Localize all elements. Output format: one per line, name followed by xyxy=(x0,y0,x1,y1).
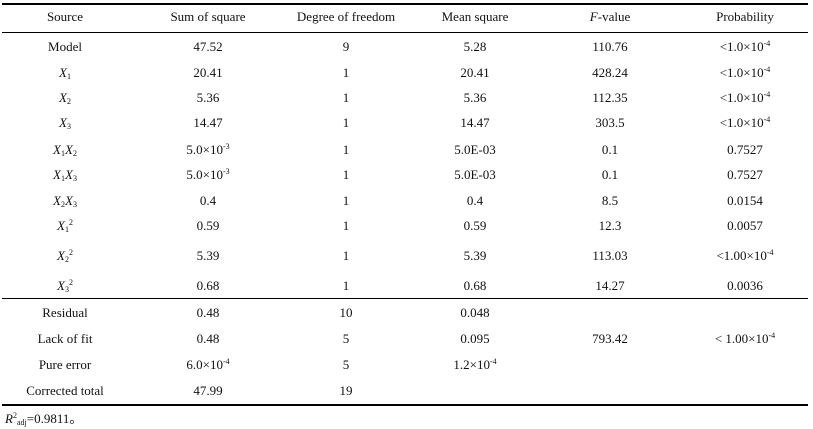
bottom-rule xyxy=(2,404,808,406)
p-cell: <1.00×10-4 xyxy=(716,248,774,263)
df-cell: 1 xyxy=(342,193,350,208)
ms-cell: 0.095 xyxy=(460,331,490,346)
source-cell: Residual xyxy=(42,305,88,320)
ss-cell: 0.48 xyxy=(196,305,220,320)
f-cell: 303.5 xyxy=(595,115,625,130)
f-cell: 112.35 xyxy=(592,90,628,105)
p-cell: <1.0×10-4 xyxy=(719,39,771,54)
p-cell: <1.0×10-4 xyxy=(719,90,771,105)
source-cell: X1X2 xyxy=(53,142,77,158)
f-cell: 0.1 xyxy=(601,142,619,157)
source-cell: X12 xyxy=(57,218,73,234)
ss-cell: 5.0×10-3 xyxy=(186,142,230,157)
source-cell: Model xyxy=(48,39,82,54)
source-cell: X32 xyxy=(57,278,73,294)
f-cell: 110.76 xyxy=(592,39,628,54)
f-cell: 113.03 xyxy=(592,248,628,263)
df-cell: 1 xyxy=(342,278,350,293)
ms-cell: 5.0E-03 xyxy=(454,142,496,157)
source-cell: X2X3 xyxy=(53,193,77,209)
ms-cell: 5.36 xyxy=(463,90,487,105)
df-cell: 1 xyxy=(342,90,350,105)
header-f-suffix: -value xyxy=(597,9,631,24)
p-cell: < 1.00×10-4 xyxy=(714,331,776,346)
df-cell: 19 xyxy=(339,383,353,398)
ms-cell: 5.0E-03 xyxy=(454,167,496,182)
p-cell: 0.0036 xyxy=(727,278,763,293)
ms-cell: 14.47 xyxy=(460,115,490,130)
ss-cell: 0.68 xyxy=(196,278,220,293)
ms-cell: 0.59 xyxy=(463,218,487,233)
header-probability: Probability xyxy=(716,9,774,24)
f-cell: 793.42 xyxy=(592,331,628,346)
p-cell: <1.0×10-4 xyxy=(719,115,771,130)
df-cell: 1 xyxy=(342,115,350,130)
residual-rule xyxy=(2,298,808,299)
source-cell: Lack of fit xyxy=(37,331,93,346)
ms-cell: 0.68 xyxy=(463,278,487,293)
header-rule xyxy=(2,32,808,33)
ss-cell: 6.0×10-4 xyxy=(186,357,230,372)
header-mean-square: Mean square xyxy=(441,9,509,24)
header-f-value: F-value xyxy=(555,9,665,25)
ss-cell: 14.47 xyxy=(193,115,223,130)
ms-cell: 5.28 xyxy=(463,39,487,54)
df-cell: 10 xyxy=(339,305,353,320)
df-cell: 1 xyxy=(342,167,350,182)
p-cell: 0.7527 xyxy=(727,142,763,157)
df-cell: 1 xyxy=(342,142,350,157)
source-cell: X2 xyxy=(59,90,71,106)
ss-cell: 0.48 xyxy=(196,331,220,346)
ss-cell: 0.59 xyxy=(196,218,220,233)
ms-cell: 1.2×10-4 xyxy=(453,357,497,372)
p-cell: 0.0057 xyxy=(727,218,763,233)
df-cell: 5 xyxy=(342,331,350,346)
p-cell: 0.7527 xyxy=(727,167,763,182)
source-cell: X22 xyxy=(57,248,73,264)
source-cell: X1X3 xyxy=(53,167,77,183)
ss-cell: 20.41 xyxy=(193,65,223,80)
p-cell: 0.0154 xyxy=(727,193,763,208)
f-cell: 12.3 xyxy=(598,218,622,233)
ms-cell: 0.4 xyxy=(466,193,484,208)
ss-cell: 5.39 xyxy=(196,248,220,263)
ms-cell: 20.41 xyxy=(460,65,490,80)
top-rule xyxy=(2,3,808,5)
f-cell: 428.24 xyxy=(592,65,628,80)
header-sum-of-square: Sum of square xyxy=(170,9,246,24)
p-cell: <1.0×10-4 xyxy=(719,65,771,80)
ss-cell: 0.4 xyxy=(199,193,217,208)
source-cell: X3 xyxy=(59,115,71,131)
ms-cell: 5.39 xyxy=(463,248,487,263)
f-cell: 14.27 xyxy=(595,278,625,293)
ss-cell: 47.99 xyxy=(193,383,223,398)
df-cell: 1 xyxy=(342,248,350,263)
header-f-letter: F xyxy=(589,9,598,24)
ss-cell: 5.0×10-3 xyxy=(186,167,230,182)
header-source: Source xyxy=(46,9,84,24)
source-cell: Corrected total xyxy=(26,383,104,398)
df-cell: 5 xyxy=(342,357,350,372)
df-cell: 9 xyxy=(342,39,350,54)
f-cell: 0.1 xyxy=(601,167,619,182)
f-cell: 8.5 xyxy=(601,193,619,208)
ms-cell: 0.048 xyxy=(460,305,490,320)
header-degree-of-freedom: Degree of freedom xyxy=(296,9,396,24)
ss-cell: 47.52 xyxy=(193,39,223,54)
source-cell: Pure error xyxy=(38,357,92,372)
df-cell: 1 xyxy=(342,65,350,80)
source-cell: X1 xyxy=(59,65,71,81)
df-cell: 1 xyxy=(342,218,350,233)
ss-cell: 5.36 xyxy=(196,90,220,105)
footnote: R2adj=0.9811。 xyxy=(5,411,83,427)
